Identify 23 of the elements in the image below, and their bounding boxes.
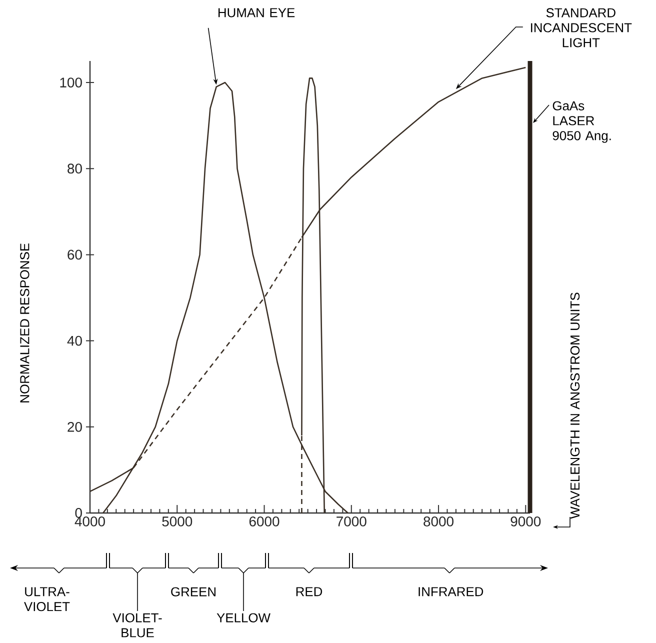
x-tick-label: 6000 bbox=[249, 516, 280, 526]
text: ULTRA-VIOLET bbox=[24, 587, 70, 612]
x-tick-label: 8000 bbox=[424, 516, 454, 526]
y-tick-label: 40 bbox=[67, 336, 82, 346]
text: WAVELENGTH IN ANGSTROM UNITS bbox=[570, 292, 580, 519]
ref-line-label: GaAs LASER 9050 Ang. bbox=[552, 101, 611, 143]
y-tick-label: 0 bbox=[75, 508, 82, 518]
text: INFRARED bbox=[418, 587, 484, 596]
y-tick-label: 100 bbox=[60, 78, 82, 88]
annotation: HUMAN EYE bbox=[218, 8, 295, 18]
y-tick-label: 60 bbox=[68, 250, 82, 260]
text: YELLOW bbox=[216, 613, 270, 622]
x-tick-label: 9000 bbox=[510, 516, 541, 526]
y-axis-title: NORMALIZED RESPONSE bbox=[20, 243, 30, 402]
x-tick-label: 7000 bbox=[336, 516, 366, 526]
text: RED bbox=[296, 587, 322, 596]
annotation: STANDARD INCANDESCENT LIGHT bbox=[531, 8, 632, 48]
y-tick-label: 20 bbox=[68, 422, 82, 432]
y-tick-label: 80 bbox=[68, 164, 82, 174]
x-tick-label: 5000 bbox=[162, 516, 192, 526]
text: VIOLET-BLUE bbox=[112, 613, 162, 638]
text: GREEN bbox=[171, 587, 216, 596]
x-tick-label: 4000 bbox=[74, 516, 105, 526]
